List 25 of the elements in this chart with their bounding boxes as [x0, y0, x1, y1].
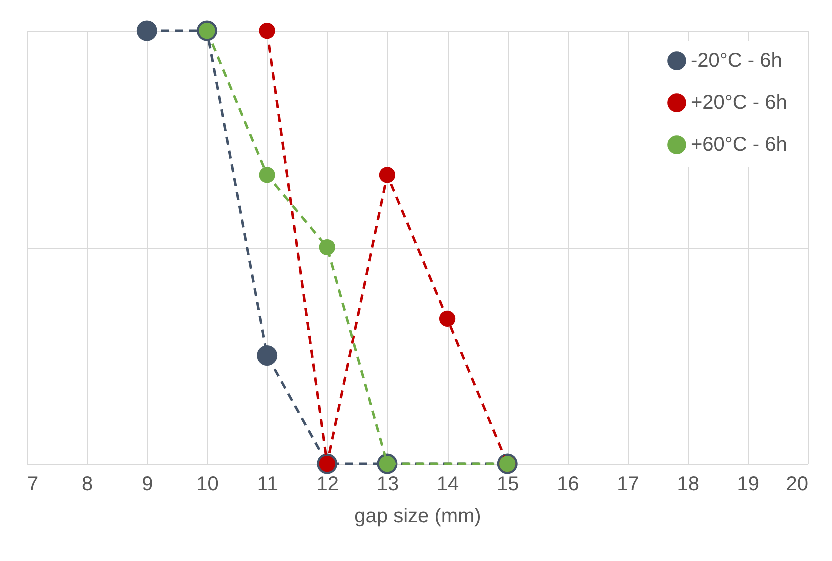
x-tick-label: 11 [257, 474, 278, 496]
point [319, 239, 336, 256]
x-tick-label: 7 [28, 474, 39, 496]
x-tick-label: 17 [617, 474, 640, 496]
x-tick-label: 8 [82, 474, 94, 496]
x-tick-label: 20 [786, 474, 808, 496]
x-tick-label: 10 [196, 474, 219, 496]
legend-label: -20°C - 6h [691, 50, 782, 72]
x-axis-title: gap size (mm) [354, 506, 482, 528]
x-tick-label: 14 [436, 474, 460, 496]
x-tick-label: 18 [677, 474, 700, 496]
point [257, 346, 278, 366]
point [439, 310, 456, 327]
x-tick-label: 13 [376, 474, 400, 496]
x-tick-label: 15 [496, 474, 520, 496]
x-tick-label: 12 [316, 474, 340, 496]
legend-label: +20°C - 6h [691, 92, 788, 114]
point [259, 22, 276, 40]
point [259, 167, 276, 184]
legend-label: +60°C - 6h [691, 134, 788, 156]
x-tick-label: 19 [737, 474, 760, 496]
x-tick-label: 16 [557, 474, 580, 496]
point [379, 167, 396, 184]
point [136, 20, 158, 42]
x-tick-label: 9 [142, 474, 154, 496]
